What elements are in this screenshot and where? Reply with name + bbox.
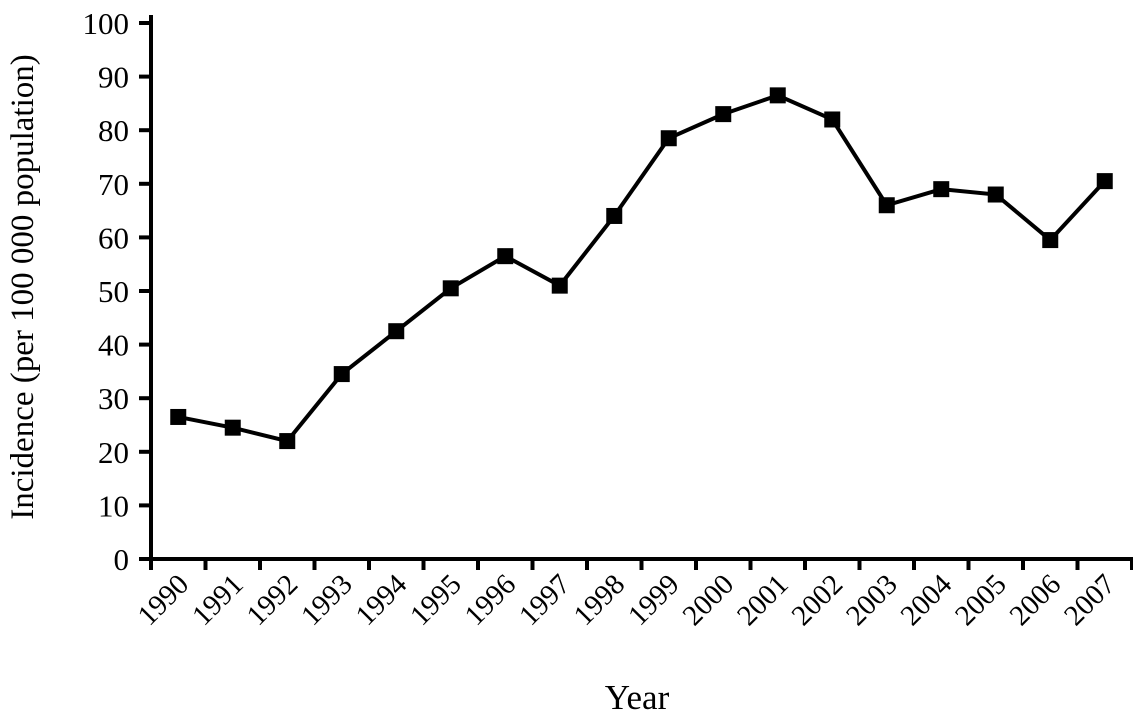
data-point-2006 — [1042, 232, 1059, 249]
data-point-1995 — [442, 280, 459, 297]
y-tick-label: 40 — [98, 328, 129, 363]
data-point-1990 — [170, 408, 187, 425]
x-tick-label: 2006 — [1004, 568, 1068, 632]
x-tick-label: 1996 — [459, 568, 523, 632]
data-point-1992 — [279, 433, 296, 450]
data-point-2004 — [933, 181, 950, 198]
data-point-1996 — [497, 248, 514, 265]
incidence-line — [177, 93, 1107, 444]
x-tick-label: 1997 — [513, 568, 577, 632]
data-point-1998 — [606, 207, 623, 224]
y-tick-label: 100 — [83, 6, 130, 41]
y-tick-label: 80 — [98, 113, 129, 148]
y-tick-label: 0 — [114, 542, 130, 577]
x-tick-label: 1994 — [350, 568, 414, 632]
y-tick-label: 10 — [98, 488, 129, 523]
data-point-2001 — [769, 87, 786, 104]
data-point-1993 — [333, 366, 350, 383]
data-point-1994 — [388, 323, 405, 340]
x-tick-label: 1990 — [132, 568, 196, 632]
data-point-2000 — [715, 106, 732, 123]
x-tick-label: 2003 — [840, 568, 904, 632]
x-tick-label: 1991 — [186, 568, 250, 632]
y-tick-label: 90 — [98, 60, 129, 95]
x-tick-label: 1995 — [404, 568, 468, 632]
x-tick-label: 1999 — [622, 568, 686, 632]
y-axis-title: Incidence (per 100 000 population) — [5, 54, 41, 520]
y-tick-label: 70 — [98, 167, 129, 202]
data-series — [170, 87, 1113, 450]
x-axis-title: Year — [605, 678, 670, 716]
y-tick-label: 30 — [98, 381, 129, 416]
data-point-2007 — [1096, 173, 1113, 190]
axes: 0102030405060708090100199019911992199319… — [83, 6, 1133, 632]
y-tick-label: 20 — [98, 435, 129, 470]
data-point-1991 — [224, 419, 241, 436]
data-point-1999 — [660, 130, 677, 147]
x-tick-label: 2007 — [1058, 568, 1122, 632]
x-tick-label: 1998 — [568, 568, 632, 632]
x-tick-label: 2002 — [786, 568, 850, 632]
data-point-1997 — [551, 277, 568, 294]
x-tick-label: 2005 — [949, 568, 1013, 632]
x-tick-label: 2000 — [677, 568, 741, 632]
data-point-2005 — [987, 186, 1004, 203]
y-tick-label: 50 — [98, 274, 129, 309]
data-point-2002 — [824, 111, 841, 128]
x-tick-label: 1992 — [241, 568, 305, 632]
data-point-2003 — [878, 197, 895, 214]
y-tick-label: 60 — [98, 220, 129, 255]
x-tick-label: 2004 — [895, 568, 959, 632]
x-tick-label: 2001 — [731, 568, 795, 632]
x-tick-label: 1993 — [295, 568, 359, 632]
